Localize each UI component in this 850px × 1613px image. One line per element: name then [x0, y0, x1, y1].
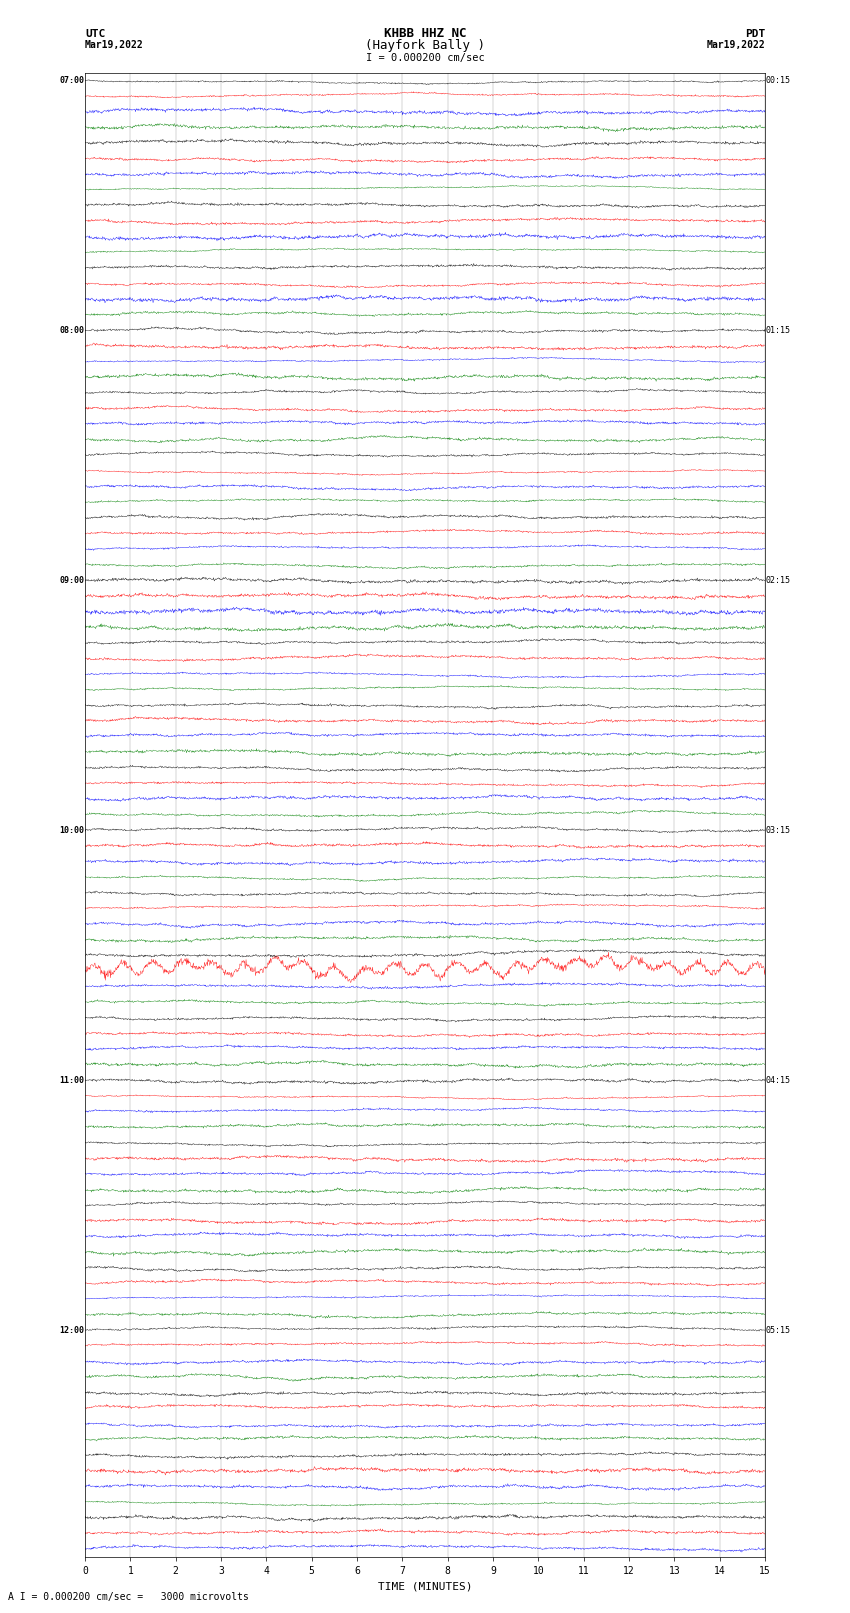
Text: PDT: PDT	[745, 29, 765, 39]
Text: 08:00: 08:00	[60, 326, 84, 336]
Text: 02:15: 02:15	[766, 576, 790, 586]
Text: A I = 0.000200 cm/sec =   3000 microvolts: A I = 0.000200 cm/sec = 3000 microvolts	[8, 1592, 249, 1602]
Text: 12:00: 12:00	[60, 1326, 84, 1334]
Text: UTC: UTC	[85, 29, 105, 39]
Text: I = 0.000200 cm/sec: I = 0.000200 cm/sec	[366, 53, 484, 63]
Text: Mar19,2022: Mar19,2022	[85, 40, 144, 50]
Text: 07:00: 07:00	[60, 76, 84, 85]
Text: 04:15: 04:15	[766, 1076, 790, 1084]
Text: 03:15: 03:15	[766, 826, 790, 834]
Text: KHBB HHZ NC: KHBB HHZ NC	[383, 27, 467, 40]
Text: 01:15: 01:15	[766, 326, 790, 336]
Text: 00:15: 00:15	[766, 76, 790, 85]
Text: Mar19,2022: Mar19,2022	[706, 40, 765, 50]
Text: 11:00: 11:00	[60, 1076, 84, 1084]
X-axis label: TIME (MINUTES): TIME (MINUTES)	[377, 1581, 473, 1590]
Text: 05:15: 05:15	[766, 1326, 790, 1334]
Text: (Hayfork Bally ): (Hayfork Bally )	[365, 39, 485, 52]
Text: 10:00: 10:00	[60, 826, 84, 834]
Text: 09:00: 09:00	[60, 576, 84, 586]
